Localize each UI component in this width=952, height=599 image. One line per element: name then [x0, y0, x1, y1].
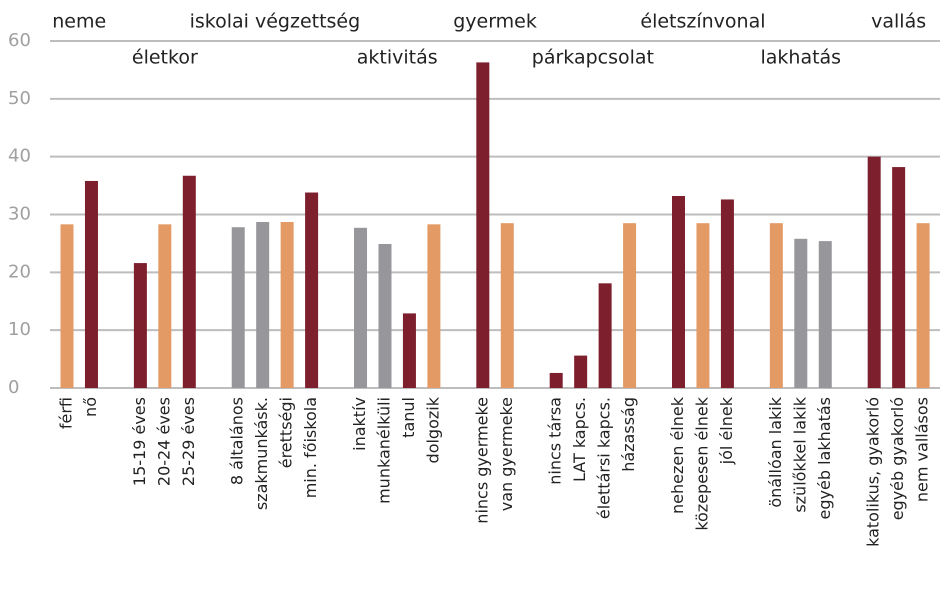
- y-tick-label: 50: [8, 88, 31, 109]
- bar: [769, 223, 783, 388]
- bar: [305, 192, 319, 388]
- x-tick-label: nincs társa: [546, 397, 565, 485]
- x-tick-label: min. főiskola: [301, 397, 320, 498]
- bar: [574, 355, 588, 388]
- group-label: neme: [52, 11, 106, 33]
- bar: [623, 223, 637, 388]
- x-tick-label: dolgozik: [423, 396, 442, 463]
- x-tick-label: 25-29 éves: [179, 397, 198, 486]
- x-tick-label: LAT kapcs.: [570, 397, 589, 482]
- group-label: gyermek: [453, 11, 537, 33]
- bar: [696, 223, 710, 388]
- y-tick-label: 40: [8, 146, 31, 167]
- x-tick-label: nehezen élnek: [668, 396, 687, 514]
- x-tick-label: 15-19 éves: [130, 397, 149, 486]
- x-tick-label: élettársi kapcs.: [595, 397, 614, 519]
- bar: [598, 283, 612, 388]
- bar: [280, 222, 294, 388]
- x-tick-label: nincs gyermeke: [472, 397, 491, 524]
- bar: [231, 227, 245, 388]
- y-tick-label: 20: [8, 261, 31, 282]
- x-tick-label: egyéb gyakorló: [888, 397, 907, 520]
- y-tick-label: 60: [8, 30, 31, 51]
- x-tick-label: tanul: [399, 397, 418, 438]
- bar: [549, 372, 563, 388]
- bar: [182, 175, 196, 388]
- bar: [84, 180, 98, 388]
- group-label: párkapcsolat: [532, 47, 654, 69]
- bar: [354, 227, 368, 388]
- group-label: vallás: [871, 11, 926, 33]
- group-label: iskolai végzettség: [190, 11, 361, 33]
- bar: [916, 223, 930, 388]
- group-label: életszínvonal: [640, 11, 765, 33]
- x-tick-label: közepesen élnek: [692, 396, 711, 530]
- x-tick-label: férfi: [57, 397, 76, 429]
- y-tick-label: 0: [8, 377, 19, 398]
- bar: [402, 313, 416, 388]
- x-tick-label: 8 általános: [228, 397, 247, 485]
- bar: [60, 224, 74, 388]
- group-label: lakhatás: [760, 47, 841, 69]
- bar: [892, 167, 906, 388]
- bar: [256, 222, 270, 388]
- x-tick-label: nem vallásos: [913, 397, 932, 502]
- bar: [720, 199, 734, 388]
- bar: [427, 224, 441, 388]
- x-tick-label: katolikus, gyakorló: [864, 397, 883, 547]
- x-tick-label: inaktív: [350, 397, 369, 451]
- x-tick-label: érettségi: [277, 397, 296, 468]
- x-tick-label: jól élnek: [717, 396, 736, 465]
- x-tick-label: házasság: [619, 397, 638, 472]
- group-label: életkor: [132, 47, 198, 69]
- x-tick-label: egyéb lakhatás: [815, 397, 834, 519]
- bar: [867, 156, 881, 388]
- x-tick-label: szakmunkásk.: [252, 397, 271, 510]
- x-tick-label: önállóan lakik: [766, 396, 785, 507]
- y-tick-label: 10: [8, 319, 31, 340]
- bar: [378, 243, 392, 388]
- group-label: aktivitás: [357, 47, 438, 69]
- x-tick-label: nő: [81, 397, 100, 417]
- bar: [133, 263, 147, 388]
- bar: [794, 238, 808, 388]
- bar: [818, 241, 832, 388]
- y-tick-label: 30: [8, 204, 31, 225]
- bar: [476, 62, 490, 388]
- x-tick-label: szülőkkel lakik: [790, 396, 809, 512]
- bar: [672, 195, 685, 388]
- x-tick-label: munkanélküli: [374, 397, 393, 504]
- x-tick-label: van gyermeke: [497, 397, 516, 511]
- x-tick-label: 20-24 éves: [154, 397, 173, 486]
- bar: [158, 224, 172, 388]
- bar: [500, 223, 514, 388]
